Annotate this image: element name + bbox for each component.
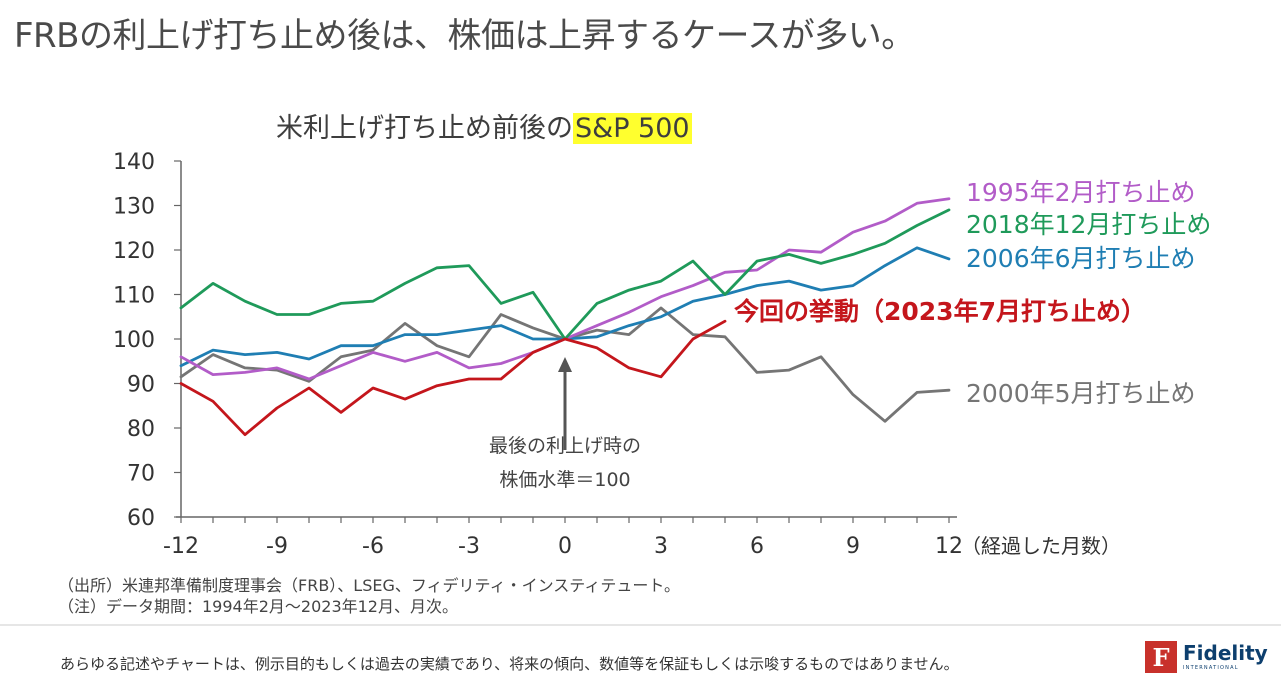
footer-divider [0,624,1281,626]
y-tick-label: 130 [113,195,155,220]
y-tick-label: 110 [113,284,155,309]
annotation-arrow-head [558,357,572,372]
x-axis-label: （経過した月数） [961,534,1121,558]
x-tick-label: 0 [558,534,572,559]
series-label: 今回の挙動（2023年7月打ち止め） [734,297,1146,326]
series-label: 2000年5月打ち止め [966,379,1196,408]
y-tick-label: 90 [127,373,155,398]
y-tick-label: 120 [113,239,155,264]
disclaimer: あらゆる記述やチャートは、例示目的もしくは過去の実績であり、将来の傾向、数値等を… [60,655,959,673]
source-notes: （出所）米連邦準備制度理事会（FRB）、LSEG、フィデリティ・インスティテュー… [58,575,680,617]
fidelity-mark-icon: F [1145,641,1177,673]
annotation: 最後の利上げ時の 株価水準＝100 [489,357,641,491]
y-tick-label: 100 [113,328,155,353]
y-tick-label: 60 [127,506,155,531]
line-chart: 60 70 80 90 100 110 120 130 140 -12 -9 -6 -3 0 3 6 9 12（経… [113,150,1211,559]
y-tick-label: 140 [113,150,155,175]
logo-name: Fidelity [1183,641,1268,665]
x-tick-label: -6 [362,534,384,559]
x-tick-label: -12 [163,534,199,559]
x-tick-label: -3 [458,534,480,559]
series-lines [179,197,951,437]
y-tick-label: 80 [127,417,155,442]
series-line [179,319,727,437]
x-tick-label: 3 [654,534,668,559]
series-label: 1995年2月打ち止め [966,178,1196,207]
source-line: （出所）米連邦準備制度理事会（FRB）、LSEG、フィデリティ・インスティテュー… [58,576,680,595]
x-tick-label: 12 [935,534,963,559]
x-tick-label: 6 [750,534,764,559]
y-tick-label: 70 [127,462,155,487]
page-headline: FRBの利上げ打ち止め後は、株価は上昇するケースが多い。 [14,16,915,56]
series-label: 2018年12月打ち止め [966,210,1211,239]
chart-title: 米利上げ打ち止め前後のS&P 500 [276,106,692,145]
note-line: （注）データ期間：1994年2月～2023年12月、月次。 [58,597,458,616]
logo-subtitle: INTERNATIONAL [1183,665,1239,671]
chart-title-highlight: S&P 500 [573,113,692,144]
series-label: 2006年6月打ち止め [966,244,1196,273]
axes: 60 70 80 90 100 110 120 130 140 -12 -9 -6 -3 0 3 6 9 12（経… [113,150,1121,559]
series-labels: 1995年2月打ち止め 2018年12月打ち止め 2006年6月打ち止め今回の挙動（… [734,178,1211,408]
annotation-line-2: 株価水準＝100 [499,469,630,491]
x-tick-label: -9 [266,534,288,559]
x-tick-label: 9 [846,534,860,559]
annotation-line-1: 最後の利上げ時の [489,435,641,457]
fidelity-logo: F Fidelity INTERNATIONAL [1145,641,1268,673]
chart-title-prefix: 米利上げ打ち止め前後の [276,113,573,144]
